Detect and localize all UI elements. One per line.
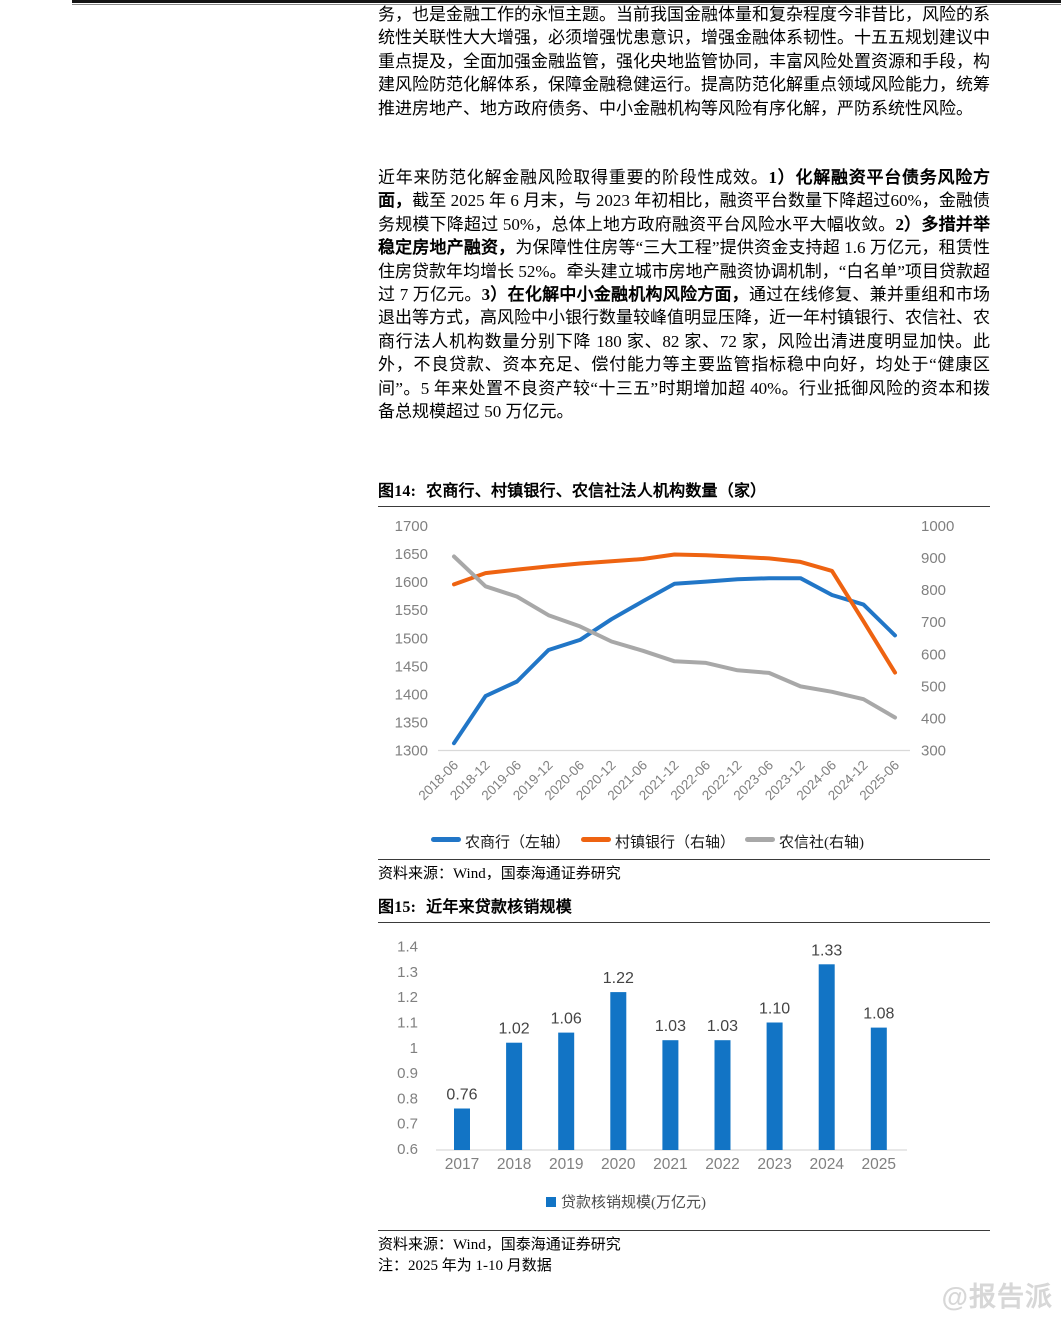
figure-15-title-text: 近年来贷款核销规模: [426, 899, 572, 916]
svg-text:1350: 1350: [395, 714, 428, 731]
fig14-legend-label-1: 村镇银行（右轴）: [615, 834, 735, 851]
fig15-bar-label-1: 1.02: [499, 1021, 530, 1038]
svg-text:1.4: 1.4: [397, 939, 418, 956]
fig15-legend: 贷款核销规模(万亿元): [546, 1194, 706, 1211]
fig15-bar-2020: [610, 992, 627, 1150]
svg-text:1.3: 1.3: [397, 964, 418, 981]
svg-text:1600: 1600: [395, 574, 428, 591]
fig15-bar-label-7: 1.33: [811, 942, 842, 959]
fig14-axes: 1700 1650 1600 1550 1500 1450 1400 1350 1300 1000…: [395, 518, 955, 760]
fig15-x-label-7: 2024: [809, 1156, 844, 1173]
fig15-bar-2023: [766, 1022, 783, 1150]
bold-run: 1）化解融资平台债务风险方面，: [378, 168, 990, 211]
figure-14-label: 图14:: [378, 483, 417, 500]
svg-text:1300: 1300: [395, 743, 428, 760]
figure-15: 图15: 近年来贷款核销规模 1.4 1.3 1.2 1.1 1 0.9 0.8 0.7 0.6 0…: [378, 899, 990, 1277]
fig14-legend: 农商行（左轴） 村镇银行（右轴） 农信社(右轴): [431, 834, 864, 851]
svg-text:1400: 1400: [395, 686, 428, 703]
figure-15-title: 图15: 近年来贷款核销规模: [378, 899, 990, 923]
fig15-bar-label-6: 1.10: [759, 1001, 790, 1018]
text-run: 通过在线修复、兼并重组和市场退出等方式，高风险中小银行数量较峰值明显压降，近一年…: [378, 285, 991, 422]
svg-text:0.6: 0.6: [397, 1141, 418, 1158]
fig15-x-label-3: 2020: [601, 1156, 636, 1173]
fig15-x-label-1: 2018: [497, 1156, 531, 1173]
svg-text:0.9: 0.9: [397, 1065, 418, 1082]
figure-15-label: 图15:: [378, 899, 417, 916]
fig15-x-label-5: 2022: [705, 1156, 739, 1173]
svg-text:1450: 1450: [395, 658, 428, 675]
bold-run: 3）在化解中小金融机构风险方面，: [481, 285, 749, 305]
fig14-line-0: [452, 576, 897, 746]
fig14-x-labels: 2018-062018-122019-062019-122020-062020-…: [415, 758, 902, 804]
figure-14-title-text: 农商行、村镇银行、农信社法人机构数量（家）: [426, 483, 767, 500]
fig15-bars: 0.76 2017 1.02 2018 1.06 2019 1.22 2020 1.03 2021…: [445, 942, 896, 1173]
fig14-legend-swatch-2: [745, 837, 775, 842]
svg-text:1000: 1000: [921, 518, 954, 535]
figure-15-note: 注：2025 年为 1-10 月数据: [378, 1258, 552, 1274]
svg-text:400: 400: [921, 710, 946, 727]
svg-text:900: 900: [921, 550, 946, 567]
svg-text:600: 600: [921, 646, 946, 663]
svg-text:1650: 1650: [395, 546, 428, 563]
fig15-x-label-0: 2017: [445, 1156, 479, 1173]
fig14-line-1: [452, 552, 897, 675]
fig15-bar-label-8: 1.08: [863, 1006, 894, 1023]
svg-text:1: 1: [410, 1040, 418, 1057]
figure-15-source: 资料来源：Wind，国泰海通证券研究: [378, 1237, 621, 1253]
fig15-x-label-8: 2025: [862, 1156, 896, 1173]
text-run: 近年来防范化解金融风险取得重要的阶段性成效。: [378, 168, 769, 187]
body-paragraph-1: 务，也是金融工作的永恒主题。当前我国金融体量和复杂程度今非昔比，风险的系统性关联…: [378, 3, 990, 120]
figure-14-source: 资料来源：Wind，国泰海通证券研究: [378, 866, 621, 882]
fig15-bar-2021: [662, 1040, 679, 1150]
svg-text:1.1: 1.1: [397, 1015, 418, 1032]
svg-text:800: 800: [921, 582, 946, 599]
fig15-bar-2019: [558, 1032, 575, 1150]
figure-14-title: 图14: 农商行、村镇银行、农信社法人机构数量（家）: [378, 483, 990, 507]
fig15-bar-label-2: 1.06: [551, 1011, 582, 1028]
fig15-bar-2025: [870, 1027, 887, 1150]
fig15-svg: 1.4 1.3 1.2 1.1 1 0.9 0.8 0.7 0.6 0.76 2017 1.02 201…: [378, 939, 990, 1231]
fig15-bar-label-5: 1.03: [707, 1018, 738, 1035]
text-run: 截至 2025 年 6 月末，与 2023 年初相比，融资平台数量下降超过60%…: [378, 191, 990, 234]
svg-text:700: 700: [921, 614, 946, 631]
svg-text:1700: 1700: [395, 518, 428, 535]
fig15-bar-2018: [506, 1042, 523, 1150]
fig15-bar-label-0: 0.76: [446, 1087, 477, 1104]
svg-text:0.8: 0.8: [397, 1090, 418, 1107]
svg-text:500: 500: [921, 678, 946, 695]
bold-run: 2）多措并举稳定房地产融资，: [378, 214, 990, 258]
fig14-line-2: [452, 554, 897, 720]
fig15-bar-label-4: 1.03: [655, 1018, 686, 1035]
text-run: 为保障性住房等“三大工程”提供资金支持超 1.6 万亿元，租赁性住房贷款年均增长…: [378, 238, 991, 305]
fig14-svg: 1700 1650 1600 1550 1500 1450 1400 1350 1300 1000…: [378, 518, 990, 860]
header-rule-thin: [72, 4, 1061, 5]
fig14-legend-label-0: 农商行（左轴）: [465, 834, 570, 851]
svg-text:300: 300: [921, 743, 946, 760]
figure-14: 图14: 农商行、村镇银行、农信社法人机构数量（家） 1700 1650 1600 15…: [378, 483, 990, 885]
fig14-legend-swatch-0: [431, 837, 461, 842]
text-run: 务，也是金融工作的永恒主题。当前我国金融体量和复杂程度今非昔比，风险的系统性关联…: [378, 5, 990, 118]
fig14-legend-label-2: 农信社(右轴): [779, 834, 864, 851]
fig15-bar-2022: [714, 1040, 731, 1150]
fig15-bar-2024: [818, 964, 835, 1150]
fig14-series: [452, 552, 897, 746]
fig15-x-label-6: 2023: [757, 1156, 791, 1173]
fig15-bar-2017: [454, 1108, 470, 1150]
body-paragraph-2: 近年来防范化解金融风险取得重要的阶段性成效。1）化解融资平台债务风险方面，截至 …: [378, 166, 990, 423]
svg-text:0.7: 0.7: [397, 1116, 418, 1133]
fig15-x-label-2: 2019: [549, 1156, 583, 1173]
fig15-legend-label: 贷款核销规模(万亿元): [561, 1194, 706, 1211]
svg-text:1500: 1500: [395, 630, 428, 647]
fig15-x-label-4: 2021: [653, 1156, 687, 1173]
svg-text:1.2: 1.2: [397, 989, 418, 1006]
fig15-bar-label-3: 1.22: [603, 970, 634, 987]
svg-text:1550: 1550: [395, 602, 428, 619]
fig14-legend-swatch-1: [581, 837, 611, 842]
header-rule-thick: [72, 0, 1061, 3]
fig15-legend-swatch: [546, 1197, 556, 1207]
watermark: @报告派: [941, 1282, 1053, 1312]
